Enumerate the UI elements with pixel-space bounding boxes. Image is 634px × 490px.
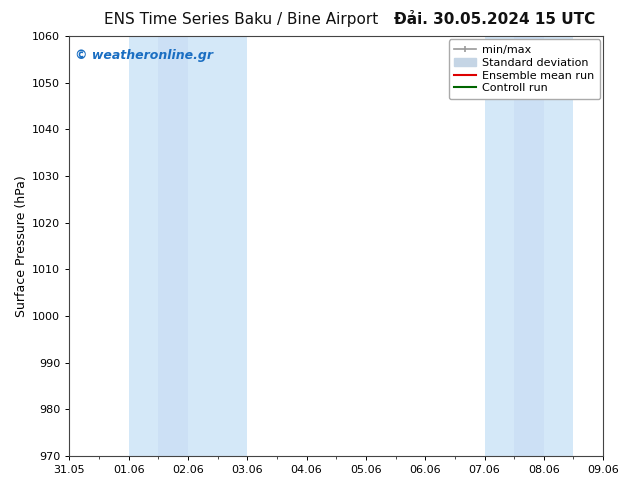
Text: Đải. 30.05.2024 15 UTC: Đải. 30.05.2024 15 UTC	[394, 12, 595, 27]
Bar	[603, 36, 633, 456]
Bar	[544, 36, 574, 456]
Bar	[484, 36, 514, 456]
Bar	[188, 36, 247, 456]
Bar	[129, 36, 158, 456]
Y-axis label: Surface Pressure (hPa): Surface Pressure (hPa)	[15, 175, 28, 317]
Text: ENS Time Series Baku / Bine Airport: ENS Time Series Baku / Bine Airport	[104, 12, 378, 27]
Legend: min/max, Standard deviation, Ensemble mean run, Controll run: min/max, Standard deviation, Ensemble me…	[449, 40, 600, 99]
Bar	[514, 36, 544, 456]
Bar	[158, 36, 188, 456]
Text: © weatheronline.gr: © weatheronline.gr	[75, 49, 212, 62]
